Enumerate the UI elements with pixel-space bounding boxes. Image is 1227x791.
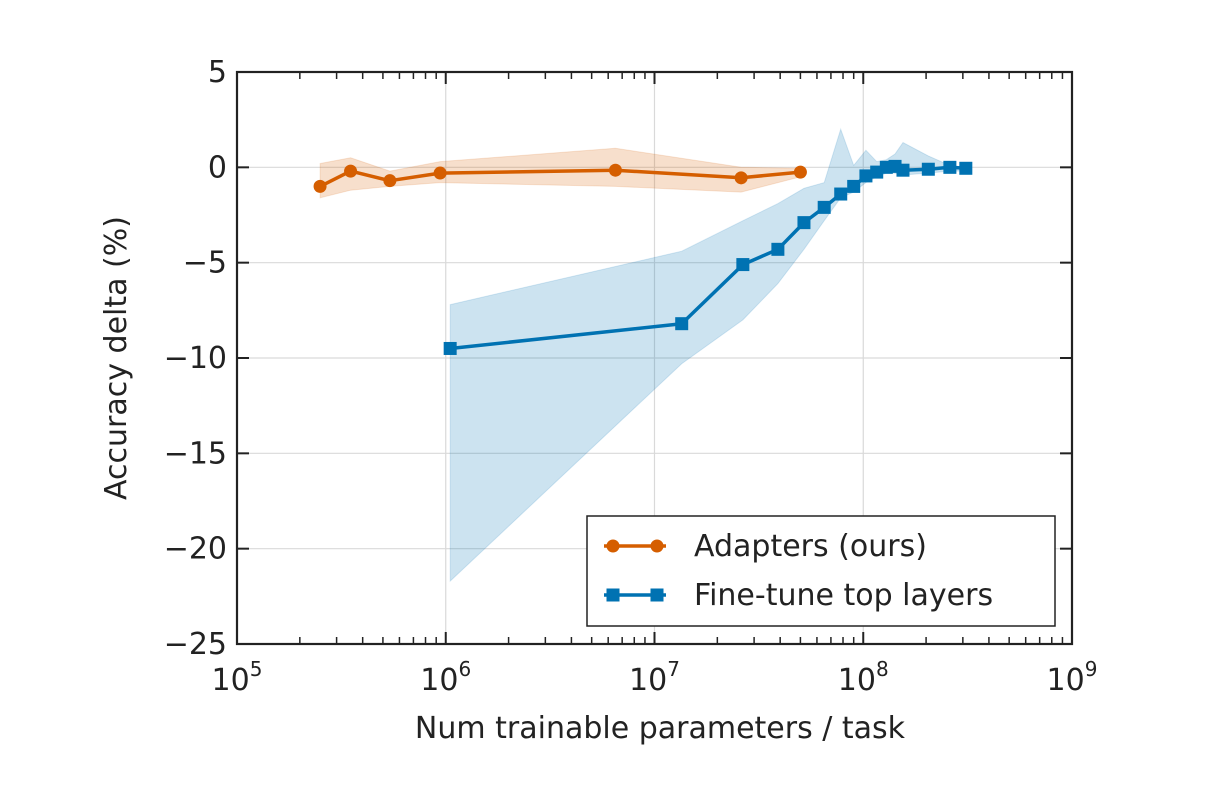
x-tick-label-exponent: 6 [458,657,471,681]
legend: Adapters (ours) Fine-tune top layers [586,515,1056,627]
x-tick-label: 106 [420,657,471,698]
x-tick-label-base: 10 [420,663,458,698]
series-layer [313,159,973,355]
finetune-point [959,161,973,175]
adapters-point [793,165,807,179]
x-tick-label: 108 [838,657,889,698]
legend-box [586,515,1056,627]
finetune-legend-label: Fine-tune top layers [694,578,993,613]
y-tick-label: −10 [164,341,227,376]
x-tick-label-base: 10 [212,663,250,698]
x-tick-label-base: 10 [1047,663,1085,698]
y-tick-label: −15 [164,436,227,471]
y-tick-label: 5 [208,55,227,90]
x-tick-label: 105 [212,657,263,698]
finetune-point [797,216,811,230]
y-tick-label: −5 [183,246,227,281]
adapters-point [734,171,748,185]
y-axis-label: Accuracy delta (%) [99,216,134,500]
finetune-confidence-band [449,127,967,583]
adapters-point [344,164,358,178]
adapters-point [383,174,397,188]
finetune-point [847,179,861,193]
x-tick-label-base: 10 [838,663,876,698]
x-tick-label-base: 10 [629,663,667,698]
y-tick-label: 0 [208,150,227,185]
finetune-legend-marker [650,588,664,602]
adapters-legend-label: Adapters (ours) [694,529,927,564]
finetune-point [896,163,910,177]
adapters-legend-marker [606,539,620,553]
x-axis-label: Num trainable parameters / task [415,711,906,746]
finetune-point [921,162,935,176]
adapters-point [608,163,622,177]
finetune-point [771,242,785,256]
x-tick-label-exponent: 9 [1085,657,1098,681]
finetune-point [943,160,957,174]
adapters-legend-marker [650,539,664,553]
finetune-point [443,341,457,355]
finetune-point [834,187,848,201]
adapters-point [313,179,327,193]
finetune-point [859,169,873,183]
x-tick-label-exponent: 7 [667,657,680,681]
finetune-point [675,317,689,331]
x-tick-label: 109 [1047,657,1098,698]
finetune-point [817,200,831,214]
x-tick-label: 107 [629,657,680,698]
legend-entries: Adapters (ours) Fine-tune top layers [604,529,993,613]
tick-layer [236,71,1073,645]
finetune-legend-marker [606,588,620,602]
band-layer [319,127,967,583]
y-tick-label: −20 [164,532,227,567]
x-tick-label-exponent: 5 [250,657,263,681]
y-tick-label: −25 [164,627,227,662]
adapters-point [433,166,447,180]
adapters-confidence-band [319,147,801,199]
x-tick-label-exponent: 8 [876,657,889,681]
finetune-point [736,258,750,272]
